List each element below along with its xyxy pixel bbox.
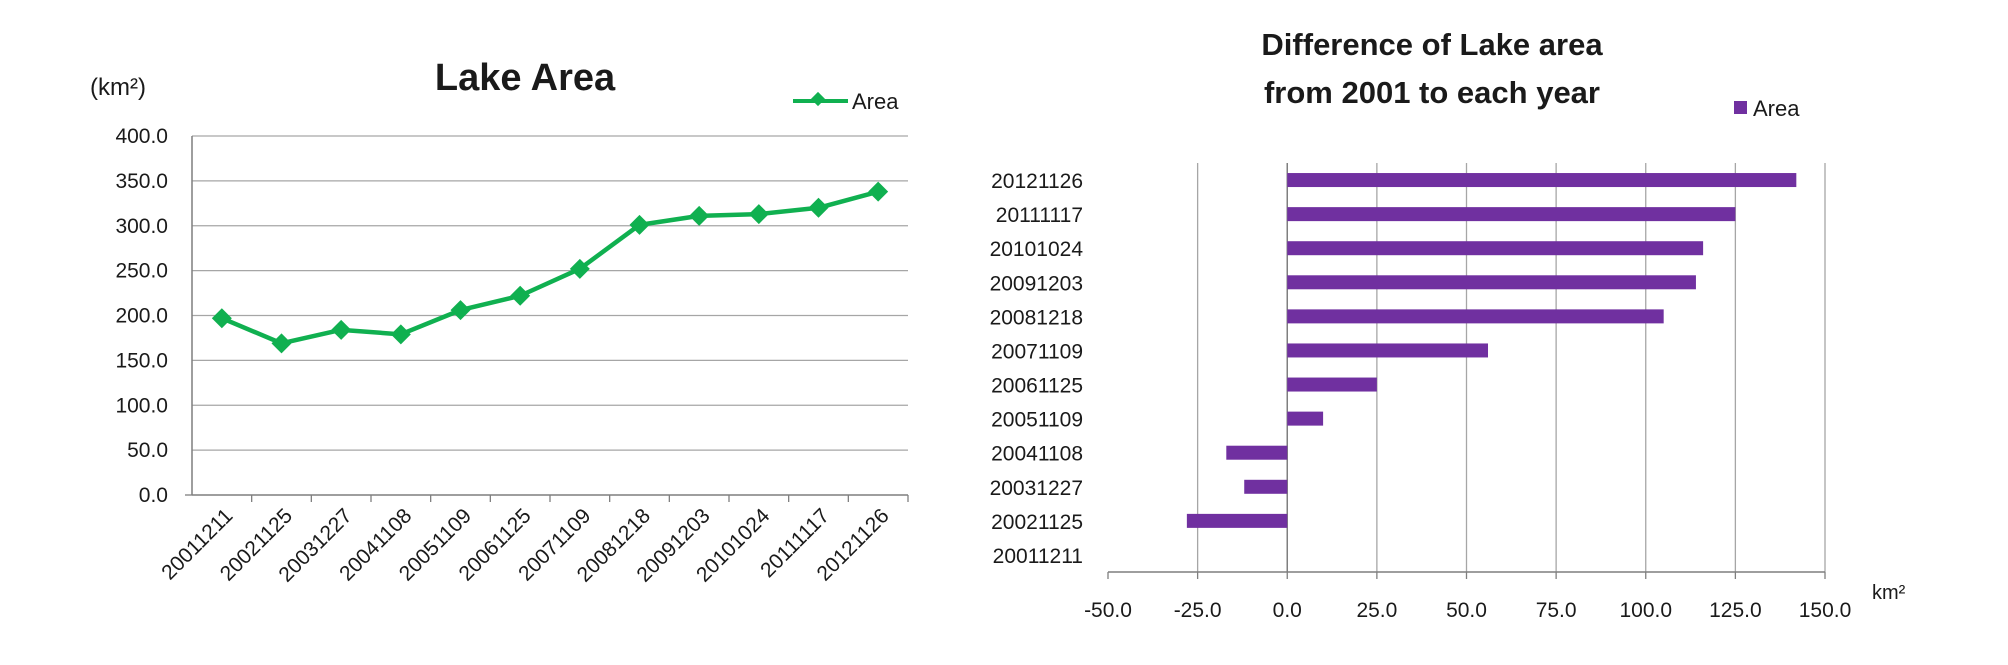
y-tick-label: 350.0 [115, 170, 168, 193]
bar-chart-x-tick-labels: -50.0 -25.0 0.0 25.0 50.0 75.0 100.0 125.0 150.0 [1084, 599, 1851, 622]
y-tick-label: 50.0 [127, 439, 168, 462]
line-chart-x-tick-labels: 2001121120021125200312272004110820051109… [157, 504, 893, 587]
data-point-marker [689, 205, 710, 226]
line-chart-gridlines [192, 135, 908, 451]
legend-swatch-diamond [810, 91, 826, 107]
x-tick-label: -25.0 [1174, 599, 1222, 622]
data-point-marker [450, 300, 471, 321]
bar [1287, 173, 1797, 188]
bar [1226, 445, 1288, 460]
bar [1186, 513, 1288, 528]
category-label: 20101024 [990, 238, 1084, 261]
x-tick-label: 0.0 [1273, 599, 1302, 622]
bar [1287, 377, 1377, 392]
data-point-marker [569, 258, 590, 279]
x-tick-label: 50.0 [1446, 599, 1487, 622]
category-label: 20011211 [993, 545, 1083, 568]
data-point-marker [211, 308, 232, 329]
line-chart-y-unit: (km²) [90, 74, 146, 101]
line-chart-title: Lake Area [435, 57, 616, 99]
legend-label: Area [852, 89, 899, 114]
y-tick-label: 250.0 [115, 260, 168, 283]
y-tick-label: 150.0 [115, 349, 168, 372]
bar [1244, 479, 1288, 494]
category-label: 20031227 [990, 477, 1083, 500]
category-label: 20081218 [990, 306, 1083, 329]
data-point-marker [271, 333, 292, 354]
bar-chart-title-line-2: from 2001 to each year [1264, 75, 1600, 110]
category-label: 20051109 [991, 409, 1083, 432]
category-label: 20061125 [991, 375, 1083, 398]
category-label: 20071109 [991, 340, 1083, 363]
category-label: 20121126 [991, 170, 1083, 193]
bar [1287, 275, 1696, 290]
data-point-marker [510, 285, 531, 306]
bar-chart-bars [1186, 173, 1797, 528]
line-chart-legend: Area [793, 89, 899, 114]
lake-area-difference-bar-chart: Difference of Lake area from 2001 to eac… [990, 27, 1906, 622]
x-tick-label: 100.0 [1619, 599, 1672, 622]
y-tick-label: 100.0 [115, 394, 168, 417]
bar [1287, 241, 1704, 256]
data-point-marker [808, 197, 829, 218]
y-tick-label: 300.0 [115, 215, 168, 238]
category-label: 20091203 [990, 272, 1083, 295]
data-point-marker [868, 181, 889, 202]
line-chart-y-tick-labels: 0.0 50.0 100.0 150.0 200.0 250.0 300.0 350.0 400… [115, 125, 168, 507]
line-chart-series [211, 181, 889, 354]
y-tick-label: 0.0 [139, 484, 168, 507]
line-chart-axes [185, 136, 909, 502]
x-tick-label: 150.0 [1799, 599, 1852, 622]
y-tick-label: 400.0 [115, 125, 168, 148]
x-tick-label: -50.0 [1084, 599, 1132, 622]
lake-area-line-chart: Lake Area (km²) 0.0 50.0 100.0 150.0 200.0 25… [90, 57, 909, 587]
bar-chart-axes [1107, 163, 1826, 579]
bar-chart-x-unit: km² [1872, 582, 1906, 604]
bar [1287, 343, 1489, 358]
x-tick-label: 25.0 [1356, 599, 1397, 622]
data-point-marker [390, 324, 411, 345]
bar-chart-category-labels: 20011211 20021125 20031227 20041108 20051109… [990, 170, 1084, 568]
bar-chart-gridlines [1196, 163, 1826, 572]
data-point-marker [748, 204, 769, 225]
bar [1287, 207, 1736, 222]
bar [1287, 309, 1664, 324]
data-point-marker [629, 214, 650, 235]
legend-label: Area [1753, 96, 1800, 121]
bar [1287, 411, 1324, 426]
x-tick-label: 125.0 [1709, 599, 1762, 622]
bar-chart-title-line-1: Difference of Lake area [1261, 27, 1603, 62]
y-tick-label: 200.0 [115, 305, 168, 328]
category-label: 20021125 [991, 511, 1083, 534]
data-point-marker [331, 319, 352, 340]
bar-chart-legend: Area [1734, 96, 1800, 121]
category-label: 20111117 [996, 204, 1083, 227]
x-tick-label: 75.0 [1536, 599, 1577, 622]
area-series-line [220, 189, 879, 346]
category-label: 20041108 [991, 443, 1083, 466]
legend-swatch-square [1734, 101, 1747, 114]
